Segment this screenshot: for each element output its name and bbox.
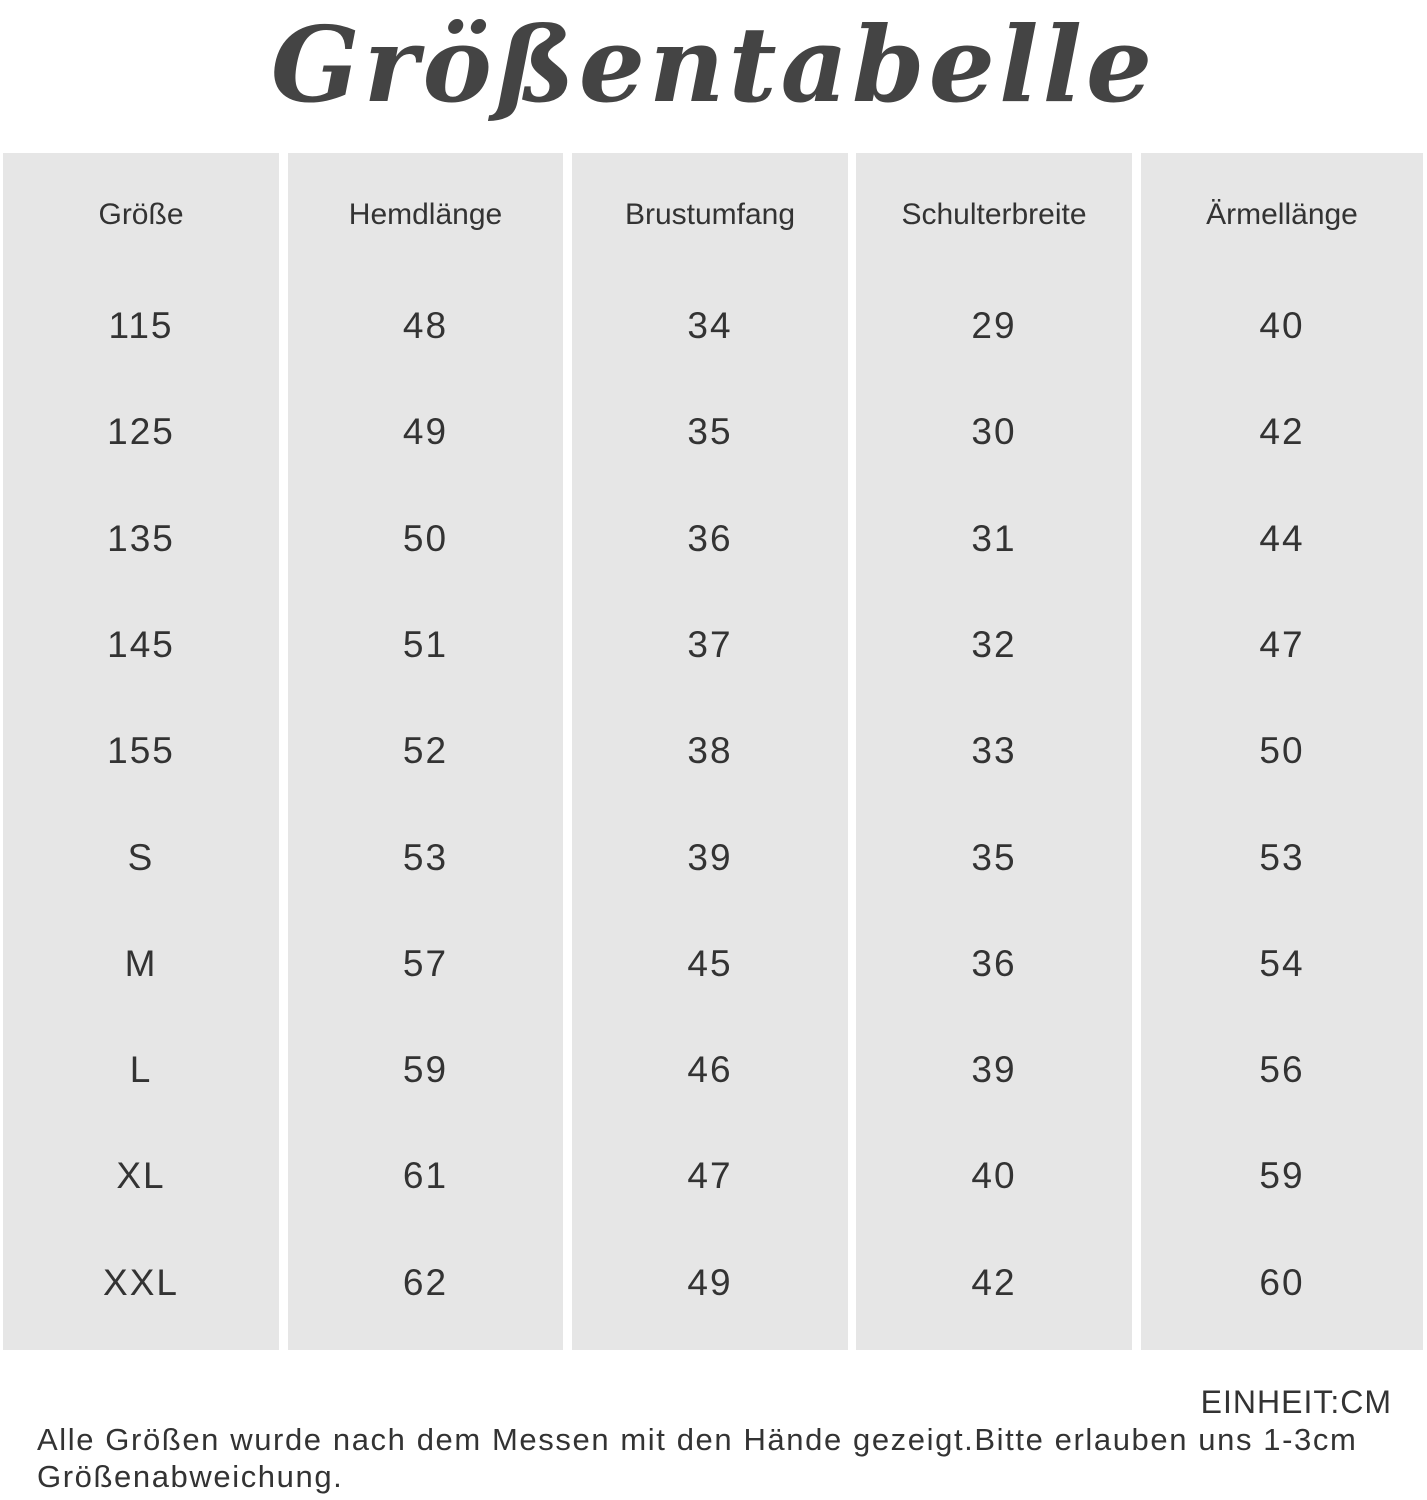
table-cell: 57 (402, 942, 449, 984)
table-cell: 37 (687, 623, 733, 665)
table-cell: S (127, 836, 155, 878)
table-cell: 53 (402, 836, 449, 878)
table-cell: 61 (402, 1155, 449, 1197)
page-title: Größentabelle (270, 3, 1157, 126)
table-cell: 115 (108, 305, 174, 346)
table-cell: 35 (971, 836, 1017, 878)
table-cell: 60 (1259, 1261, 1305, 1303)
table-cell: 36 (687, 517, 733, 559)
table-cell: 29 (971, 305, 1017, 346)
table-cell: 59 (1259, 1155, 1305, 1197)
table-cell: 36 (971, 942, 1017, 984)
table-cell: 53 (1259, 836, 1305, 878)
table-cell: 39 (687, 836, 733, 878)
table-cell: 31 (971, 517, 1017, 559)
table-cell: 51 (402, 623, 449, 665)
table-cell: 35 (687, 411, 733, 453)
table-cell: 52 (402, 730, 449, 772)
table-cell: 44 (1259, 517, 1305, 559)
table-cell: 42 (971, 1261, 1017, 1303)
table-cell: 62 (402, 1261, 449, 1303)
table-column: Größe 115 125 135 145 155 S M L XL XXL (3, 153, 279, 1350)
table-cell: 56 (1259, 1049, 1305, 1091)
table-cell: M (124, 942, 158, 984)
table-cell: 34 (687, 305, 733, 346)
table-column: Schulterbreite 29 30 31 32 33 35 36 39 40 42 (856, 153, 1132, 1350)
table-cell: 50 (1259, 730, 1305, 772)
table-cell: 32 (971, 623, 1017, 665)
measurement-note: Alle Größen wurde nach dem Messen mit de… (37, 1422, 1358, 1494)
table-cell: 125 (107, 411, 175, 453)
table-cell: 42 (1259, 411, 1305, 453)
table-cell: 47 (1259, 623, 1305, 665)
table-column: Hemdlänge 48 49 50 51 52 53 57 59 61 62 (288, 153, 563, 1350)
column-header: Ärmellänge (1206, 198, 1358, 231)
table-cell: 46 (687, 1049, 733, 1091)
table-cell: 38 (687, 730, 733, 772)
table-cell: 135 (107, 517, 175, 559)
table-cell: 40 (1259, 305, 1305, 346)
column-header: Brustumfang (624, 198, 796, 231)
column-header: Größe (98, 198, 184, 231)
table-cell: 33 (971, 730, 1017, 772)
table-cell: 47 (687, 1155, 733, 1197)
table-cell: 59 (402, 1049, 449, 1091)
table-cell: 145 (107, 623, 175, 665)
table-cell: 155 (107, 730, 175, 772)
table-column: Ärmellänge 40 42 44 47 50 53 54 56 59 60 (1141, 153, 1423, 1350)
table-cell: 45 (687, 942, 733, 984)
table-cell: 54 (1259, 942, 1305, 984)
table-cell: 40 (971, 1155, 1017, 1197)
unit-label: EINHEIT:CM (1200, 1384, 1392, 1420)
table-cell: 50 (402, 517, 449, 559)
table-cell: XL (116, 1155, 166, 1197)
table-cell: XXL (103, 1261, 179, 1303)
table-cell: 30 (971, 411, 1017, 453)
table-cell: 39 (971, 1049, 1017, 1091)
table-cell: L (129, 1049, 153, 1091)
table-cell: 49 (402, 411, 449, 453)
table-cell: 49 (687, 1261, 733, 1303)
column-header: Hemdlänge (348, 198, 503, 231)
table-cell: 48 (402, 305, 449, 346)
table-column: Brustumfang 34 35 36 37 38 39 45 46 47 49 (572, 153, 848, 1350)
column-header: Schulterbreite (901, 198, 1087, 231)
